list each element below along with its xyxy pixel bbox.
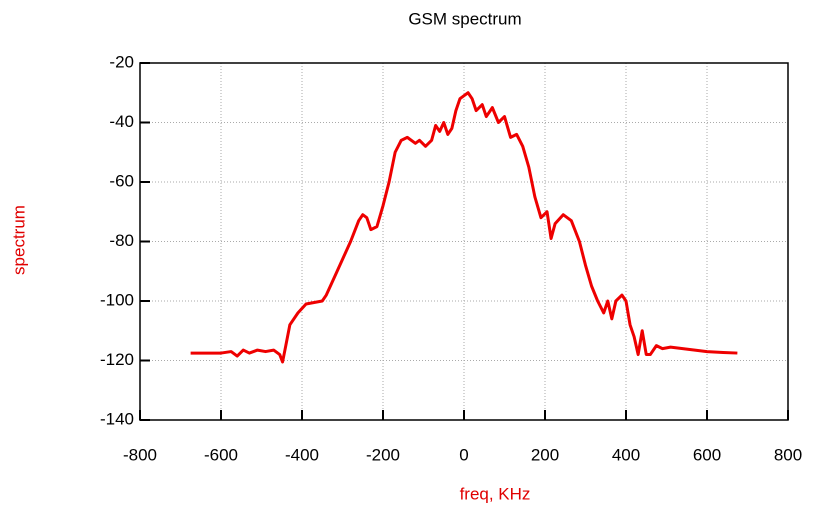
data-line: [190, 91, 738, 364]
y-tick-label: -140: [100, 409, 134, 428]
y-tick-label: -120: [100, 350, 134, 369]
y-tick-label: -100: [100, 290, 134, 309]
y-tick-label: -40: [109, 112, 134, 131]
y-tick-label: -20: [109, 52, 134, 71]
chart-title: GSM spectrum: [408, 9, 521, 28]
x-axis-label: freq, KHz: [460, 484, 531, 503]
y-tick-label: -80: [109, 231, 134, 250]
y-tick-label: -60: [109, 171, 134, 190]
x-tick-label: 200: [531, 445, 559, 464]
x-tick-label: -800: [123, 445, 157, 464]
x-tick-label: 0: [459, 445, 468, 464]
x-tick-label: -600: [204, 445, 238, 464]
x-tick-label: -200: [366, 445, 400, 464]
y-axis-label: spectrum: [9, 205, 28, 275]
x-tick-label: 600: [693, 445, 721, 464]
x-tick-label: -400: [285, 445, 319, 464]
x-tick-label: 400: [612, 445, 640, 464]
plot-frame: [139, 62, 789, 421]
x-tick-label: 800: [774, 445, 802, 464]
